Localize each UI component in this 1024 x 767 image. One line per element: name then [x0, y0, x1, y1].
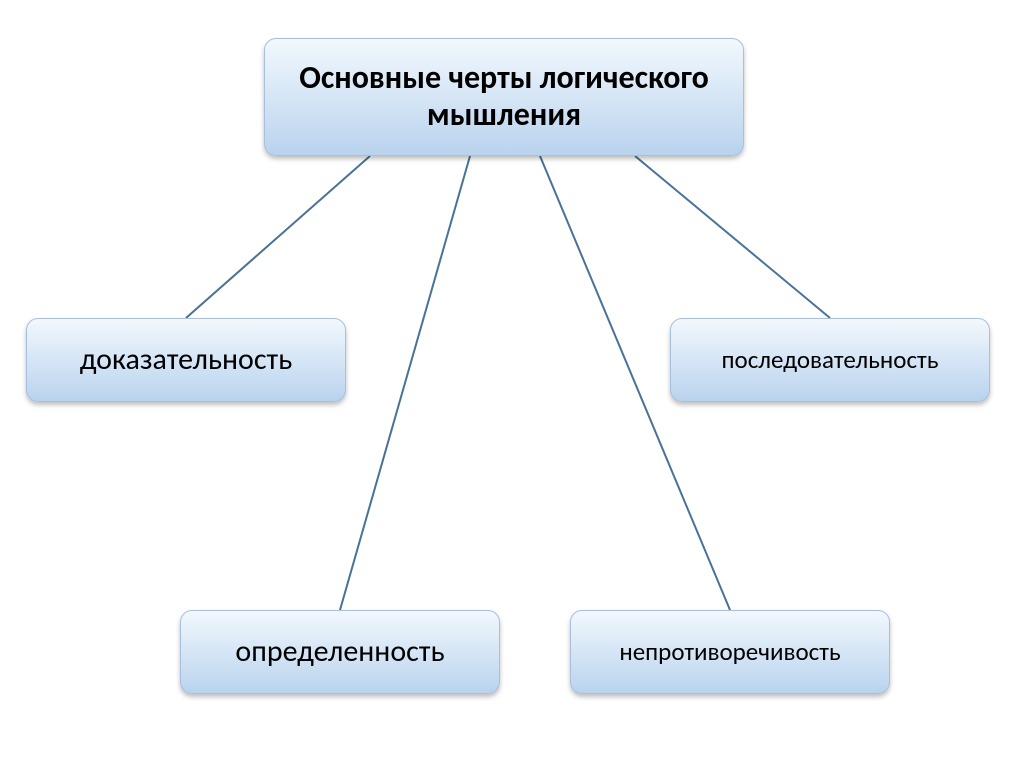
child-label-3: определенность	[235, 635, 444, 670]
child-label-1: доказательность	[80, 343, 293, 378]
edge	[340, 156, 470, 610]
root-label: Основные черты логического мышления	[279, 60, 729, 134]
child-node-4: непротиворечивость	[570, 610, 890, 694]
edge	[635, 156, 830, 318]
child-label-4: непротиворечивость	[619, 638, 840, 667]
child-label-2: последовательность	[722, 346, 939, 375]
root-node: Основные черты логического мышления	[264, 38, 744, 156]
child-node-2: последовательность	[670, 318, 990, 402]
diagram-canvas: Основные черты логического мышления дока…	[0, 0, 1024, 767]
child-node-1: доказательность	[26, 318, 346, 402]
child-node-3: определенность	[180, 610, 500, 694]
edge	[186, 156, 370, 318]
